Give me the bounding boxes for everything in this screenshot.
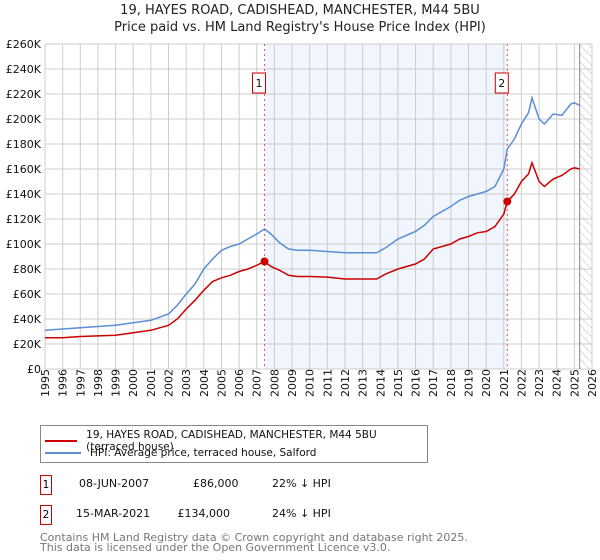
x-tick-label: 2021 xyxy=(498,369,511,397)
y-tick-label: £140K xyxy=(6,188,42,201)
x-tick-label: 1998 xyxy=(92,369,105,397)
y-tick-label: £100K xyxy=(6,238,42,251)
sale-2-chart-label: 2 xyxy=(498,77,505,90)
x-tick-label: 2015 xyxy=(392,369,405,397)
forecast-hatch xyxy=(579,44,592,369)
x-tick-label: 2018 xyxy=(445,369,458,397)
chart-title: 19, HAYES ROAD, CADISHEAD, MANCHESTER, M… xyxy=(120,3,480,18)
x-tick-label: 2026 xyxy=(586,369,599,397)
plot-area: 1995 1996 1997 1998 1999 2000 2001 2002 2003 2004… xyxy=(6,38,599,397)
x-tick-label: 2002 xyxy=(163,369,176,397)
x-tick-label: 2009 xyxy=(286,369,299,397)
x-tick-label: 2006 xyxy=(233,369,246,397)
x-tick-label: 2016 xyxy=(410,369,423,397)
chart-subtitle: Price paid vs. HM Land Registry's House … xyxy=(114,20,486,35)
y-tick-label: £240K xyxy=(6,63,42,76)
x-tick-label: 2023 xyxy=(533,369,546,397)
sale-2-chart-box xyxy=(494,72,509,94)
x-tick-label: 2005 xyxy=(215,369,228,397)
y-tick-label: £220K xyxy=(6,88,42,101)
sale-1-chart-label: 1 xyxy=(256,77,263,90)
sale-2-delta: 24% ↓ HPI xyxy=(272,507,331,520)
x-tick-label: 2013 xyxy=(357,369,370,397)
x-tick-label: 2007 xyxy=(251,369,264,397)
sale-1-date: 08-JUN-2007 xyxy=(79,477,150,490)
y-tick-label: £40K xyxy=(13,313,42,326)
sale-2-marker-label: 2 xyxy=(40,505,52,525)
x-tick-label: 2024 xyxy=(551,369,564,397)
sale-1-point xyxy=(260,257,269,266)
footer-licence: This data is licensed under the Open Gov… xyxy=(40,541,391,554)
y-tick-label: £260K xyxy=(6,38,42,51)
sale-1-price: £86,000 xyxy=(193,477,239,490)
legend: 19, HAYES ROAD, CADISHEAD, MANCHESTER, M… xyxy=(40,425,428,463)
sale-period-shading xyxy=(264,44,508,369)
sale-2-price: £134,000 xyxy=(177,507,231,520)
x-tick-label: 2019 xyxy=(462,369,475,397)
sale-1-delta: 22% ↓ HPI xyxy=(272,477,331,490)
x-tick-label: 2010 xyxy=(304,369,317,397)
x-tick-label: 2020 xyxy=(480,369,493,397)
legend-label-property: 19, HAYES ROAD, CADISHEAD, MANCHESTER, M… xyxy=(86,429,377,453)
sale-1-marker-label: 1 xyxy=(40,475,52,495)
y-tick-label: £20K xyxy=(13,338,42,351)
y-tick-label: £60K xyxy=(13,288,42,301)
y-tick-label: £200K xyxy=(6,113,42,126)
x-tick-label: 2001 xyxy=(145,369,158,397)
x-tick-label: 2012 xyxy=(339,369,352,397)
x-tick-label: 2025 xyxy=(568,369,581,397)
y-tick-label: £160K xyxy=(6,163,42,176)
x-tick-label: 1995 xyxy=(39,369,52,397)
y-tick-label: £80K xyxy=(13,263,42,276)
x-tick-label: 1999 xyxy=(110,369,123,397)
property-price-line xyxy=(45,160,580,339)
x-tick-label: 2004 xyxy=(198,369,211,397)
legend-blue-line xyxy=(45,452,81,454)
y-tick-label: £0 xyxy=(27,363,41,376)
x-tick-label: 2000 xyxy=(127,369,140,397)
sale-1-chart-box xyxy=(252,72,267,94)
hpi-line xyxy=(44,95,580,332)
x-tick-label: 2014 xyxy=(374,369,387,397)
legend-red-line xyxy=(45,440,78,442)
legend-label-hpi: HPI: Average price, terraced house, Salf… xyxy=(90,447,317,459)
x-tick-label: 2003 xyxy=(180,369,193,397)
x-tick-label: 2022 xyxy=(515,369,528,397)
x-tick-label: 1997 xyxy=(74,369,87,397)
x-tick-label: 2008 xyxy=(268,369,281,397)
sale-2-date: 15-MAR-2021 xyxy=(76,507,151,520)
x-tick-label: 1996 xyxy=(57,369,70,397)
y-tick-label: £180K xyxy=(6,138,42,151)
footer-copyright: Contains HM Land Registry data © Crown c… xyxy=(40,531,468,544)
sale-2-point xyxy=(503,197,512,206)
x-tick-label: 2017 xyxy=(427,369,440,397)
x-tick-label: 2011 xyxy=(321,369,334,397)
y-tick-label: £120K xyxy=(6,213,42,226)
